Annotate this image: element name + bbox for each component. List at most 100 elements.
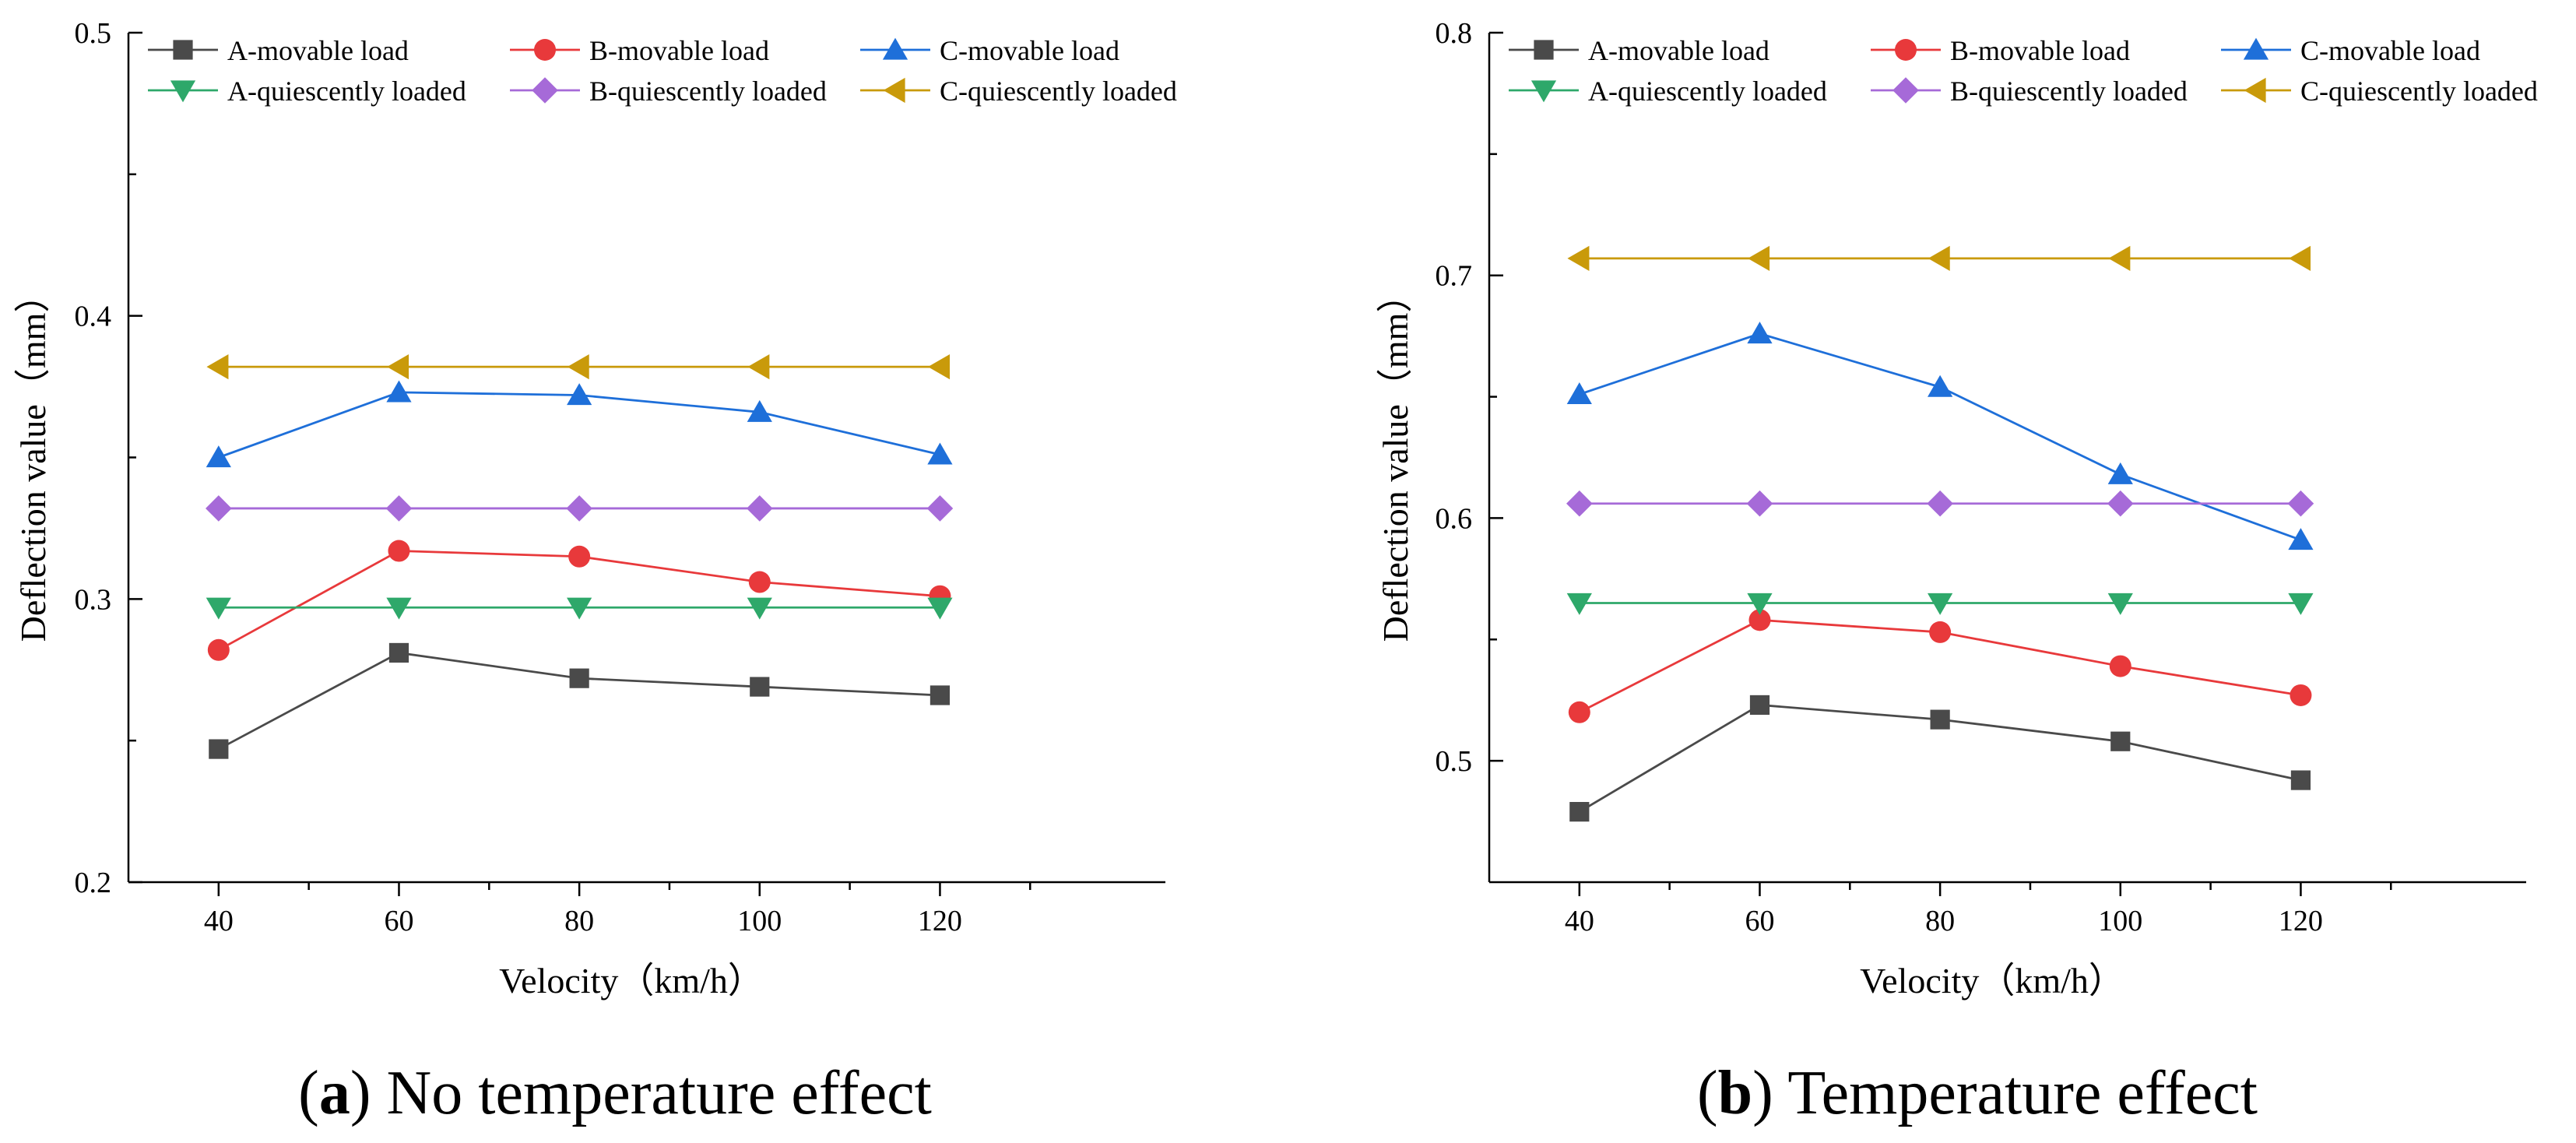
data-point [747, 597, 772, 620]
legend-item: C-movable load [2221, 35, 2480, 66]
data-point [1747, 593, 1773, 615]
data-point [2288, 528, 2314, 550]
legend-marker [1534, 40, 1554, 60]
data-point [1746, 490, 1773, 517]
data-point [388, 642, 409, 663]
data-point [2109, 655, 2131, 677]
y-tick-label: 0.8 [1436, 17, 1473, 50]
data-point [2289, 245, 2311, 271]
caption-letter: a [319, 1059, 350, 1127]
x-axis-title: Velocity（km/h） [499, 961, 764, 1001]
legend-item: C-movable load [860, 35, 1119, 66]
x-tick-label: 60 [1745, 905, 1774, 937]
legend-marker [170, 80, 196, 103]
data-point [1747, 322, 1773, 344]
data-point [1566, 490, 1593, 517]
legend-label: B-quiescently loaded [589, 76, 827, 107]
data-point [747, 399, 772, 422]
legend-marker [1895, 39, 1917, 61]
data-point [1568, 701, 1590, 723]
data-point [386, 380, 412, 403]
legend-label: A-quiescently loaded [227, 76, 466, 107]
legend-item: C-quiescently loaded [2221, 76, 2538, 107]
series-c-quiescently-loaded [1567, 245, 2311, 271]
y-tick-label: 0.4 [75, 301, 112, 333]
data-point [1566, 382, 1592, 405]
legend-marker [883, 77, 905, 104]
data-point [2107, 462, 2133, 484]
legend: A-movable load B-movable load C-movable lo… [1509, 35, 2538, 107]
panel-caption: (b) Temperature effect [1697, 1059, 2258, 1127]
legend-marker [532, 77, 558, 104]
series-a-quiescently-loaded [1566, 593, 2314, 615]
data-point [747, 354, 770, 380]
legend-label: C-movable load [940, 35, 1119, 66]
data-point [746, 495, 773, 522]
data-point [385, 495, 413, 522]
data-point [206, 445, 231, 468]
legend-marker [1530, 80, 1557, 103]
legend-item: B-quiescently loaded [510, 76, 827, 107]
data-point [926, 495, 954, 522]
data-point [1566, 593, 1592, 615]
legend-marker [882, 37, 908, 60]
series-b-quiescently-loaded [206, 495, 954, 522]
panel-caption: (a) No temperature effect [298, 1059, 932, 1127]
legend-marker [1892, 77, 1919, 104]
legend-label: A-quiescently loaded [1588, 76, 1827, 107]
data-point [206, 597, 231, 620]
legend-label: A-movable load [227, 35, 409, 66]
legend-item: C-quiescently loaded [860, 76, 1177, 107]
data-point [387, 354, 409, 380]
x-tick-label: 80 [1925, 905, 1955, 937]
y-axis-title: Deflection value（mm） [13, 277, 53, 642]
y-tick-label: 0.2 [75, 867, 112, 899]
caption-text: Temperature effect [1773, 1059, 2258, 1127]
series-a-movable-load [209, 642, 951, 759]
legend-label: A-movable load [1588, 35, 1769, 66]
x-tick-label: 40 [204, 905, 234, 937]
legend-item: B-movable load [510, 35, 769, 66]
series-c-quiescently-loaded [206, 354, 951, 380]
x-tick-label: 40 [1565, 905, 1594, 937]
data-point [1569, 802, 1590, 822]
data-point [206, 495, 232, 522]
series-a-quiescently-loaded [206, 597, 953, 620]
data-point [566, 495, 592, 522]
legend-item: A-movable load [1509, 35, 1769, 66]
data-point [930, 685, 951, 705]
chart-panel-b: 0.5 0.6 0.7 0.8 40 60 80 100 120 Velocity（km/h） De… [1376, 17, 2538, 1127]
data-point [1567, 245, 1590, 271]
legend-marker [2243, 37, 2269, 60]
legend-item: B-quiescently loaded [1871, 76, 2188, 107]
data-point [927, 597, 953, 620]
data-point [1749, 695, 1770, 716]
data-point [567, 383, 592, 406]
legend-item: A-quiescently loaded [148, 76, 466, 107]
x-tick-label: 120 [918, 905, 962, 937]
legend: A-movable load B-movable load C-movable lo… [148, 35, 1177, 107]
y-tick-label: 0.5 [1436, 745, 1473, 778]
data-point [2107, 593, 2133, 615]
caption-close-paren: ) [350, 1059, 371, 1127]
caption-close-paren: ) [1752, 1059, 1773, 1127]
series-c-movable-load [206, 380, 953, 468]
legend-item: B-movable load [1871, 35, 2130, 66]
data-point [750, 677, 770, 697]
data-point [2108, 245, 2131, 271]
data-point [386, 597, 412, 620]
x-tick-label: 60 [384, 905, 413, 937]
data-point [1928, 593, 1953, 615]
data-point [567, 597, 592, 620]
data-point [1928, 375, 1953, 397]
data-point [2107, 490, 2134, 517]
series-c-movable-load [1566, 322, 2314, 550]
y-tick-label: 0.5 [75, 17, 112, 50]
chart-panel-a: 0.2 0.3 0.4 0.5 40 60 80 100 120 Velocity（km/h） De… [13, 17, 1177, 1127]
legend-marker [534, 39, 556, 61]
data-point [1927, 490, 1953, 517]
caption-letter: b [1718, 1059, 1753, 1127]
data-point [2287, 490, 2314, 517]
series-b-quiescently-loaded [1566, 490, 2314, 517]
series-b-movable-load [1568, 609, 2312, 723]
